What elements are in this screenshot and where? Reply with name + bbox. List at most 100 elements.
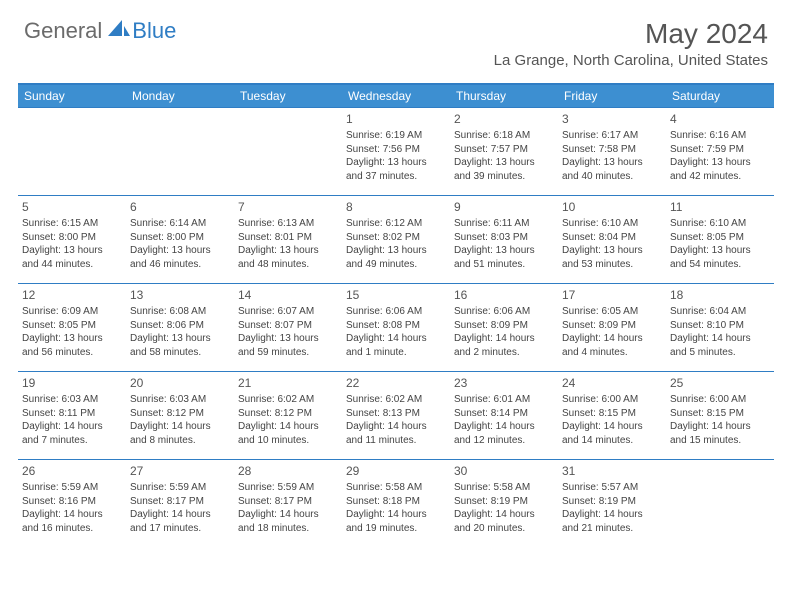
sunrise-line: Sunrise: 6:14 AM: [130, 217, 230, 231]
daylight-line: Daylight: 14 hours and 1 minute.: [346, 332, 446, 359]
daylight-line: Daylight: 13 hours and 48 minutes.: [238, 244, 338, 271]
sunset-line: Sunset: 7:57 PM: [454, 143, 554, 157]
calendar-cell: [126, 107, 234, 195]
sunset-line: Sunset: 8:16 PM: [22, 495, 122, 509]
calendar-cell: 10Sunrise: 6:10 AMSunset: 8:04 PMDayligh…: [558, 195, 666, 283]
day-number: 13: [130, 287, 230, 303]
calendar-cell: 22Sunrise: 6:02 AMSunset: 8:13 PMDayligh…: [342, 371, 450, 459]
sunset-line: Sunset: 8:12 PM: [130, 407, 230, 421]
daylight-line: Daylight: 13 hours and 54 minutes.: [670, 244, 770, 271]
sunrise-line: Sunrise: 6:06 AM: [346, 305, 446, 319]
weekday-header: Wednesday: [342, 85, 450, 107]
daylight-line: Daylight: 14 hours and 8 minutes.: [130, 420, 230, 447]
daylight-line: Daylight: 14 hours and 18 minutes.: [238, 508, 338, 535]
title-block: May 2024 La Grange, North Carolina, Unit…: [494, 18, 768, 69]
calendar-cell: 17 Sunrise: 6:05 AMSunset: 8:09 PMDayligh…: [558, 283, 666, 371]
sunset-line: Sunset: 8:07 PM: [238, 319, 338, 333]
calendar: SundayMondayTuesdayWednesdayThursdayFrid…: [18, 83, 774, 547]
day-number: 20: [130, 375, 230, 391]
calendar-cell: 19Sunrise: 6:03 AMSunset: 8:11 PMDayligh…: [18, 371, 126, 459]
sunrise-line: Sunrise: 6:10 AM: [562, 217, 662, 231]
logo: General Blue: [24, 18, 176, 44]
weekday-header: Tuesday: [234, 85, 342, 107]
day-number: 17: [562, 287, 662, 303]
sunset-line: Sunset: 8:01 PM: [238, 231, 338, 245]
sunrise-line: Sunrise: 5:59 AM: [130, 481, 230, 495]
daylight-line: Daylight: 14 hours and 20 minutes.: [454, 508, 554, 535]
daylight-line: Daylight: 13 hours and 58 minutes.: [130, 332, 230, 359]
weekday-header: Sunday: [18, 85, 126, 107]
location-text: La Grange, North Carolina, United States: [494, 52, 768, 69]
calendar-cell: 8Sunrise: 6:12 AMSunset: 8:02 PMDaylight…: [342, 195, 450, 283]
sunset-line: Sunset: 7:56 PM: [346, 143, 446, 157]
calendar-cell: 31Sunrise: 5:57 AMSunset: 8:19 PMDayligh…: [558, 459, 666, 547]
daylight-line: Daylight: 13 hours and 53 minutes.: [562, 244, 662, 271]
calendar-cell: 14 Sunrise: 6:07 AMSunset: 8:07 PMDayligh…: [234, 283, 342, 371]
weekday-header-row: SundayMondayTuesdayWednesdayThursdayFrid…: [18, 85, 774, 107]
day-number: 31: [562, 463, 662, 479]
sunrise-line: Sunrise: 6:11 AM: [454, 217, 554, 231]
calendar-cell: 4Sunrise: 6:16 AMSunset: 7:59 PMDaylight…: [666, 107, 774, 195]
calendar-cell: 20Sunrise: 6:03 AMSunset: 8:12 PMDayligh…: [126, 371, 234, 459]
daylight-line: Daylight: 13 hours and 46 minutes.: [130, 244, 230, 271]
daylight-line: Daylight: 13 hours and 59 minutes.: [238, 332, 338, 359]
calendar-cell: 3Sunrise: 6:17 AMSunset: 7:58 PMDaylight…: [558, 107, 666, 195]
calendar-cell: [18, 107, 126, 195]
sunrise-line: Sunrise: 5:59 AM: [238, 481, 338, 495]
sunset-line: Sunset: 8:06 PM: [130, 319, 230, 333]
sunrise-line: Sunrise: 6:04 AM: [670, 305, 770, 319]
daylight-line: Daylight: 13 hours and 40 minutes.: [562, 156, 662, 183]
calendar-cell: 26Sunrise: 5:59 AMSunset: 8:16 PMDayligh…: [18, 459, 126, 547]
sunset-line: Sunset: 8:08 PM: [346, 319, 446, 333]
daylight-line: Daylight: 14 hours and 4 minutes.: [562, 332, 662, 359]
calendar-cell: [666, 459, 774, 547]
sunset-line: Sunset: 8:09 PM: [562, 319, 662, 333]
sunset-line: Sunset: 8:14 PM: [454, 407, 554, 421]
sunset-line: Sunset: 8:18 PM: [346, 495, 446, 509]
sunset-line: Sunset: 8:05 PM: [22, 319, 122, 333]
calendar-cell: 29Sunrise: 5:58 AMSunset: 8:18 PMDayligh…: [342, 459, 450, 547]
sunset-line: Sunset: 8:12 PM: [238, 407, 338, 421]
calendar-cell: 15 Sunrise: 6:06 AMSunset: 8:08 PMDayligh…: [342, 283, 450, 371]
daylight-line: Daylight: 14 hours and 14 minutes.: [562, 420, 662, 447]
sunrise-line: Sunrise: 5:57 AM: [562, 481, 662, 495]
daylight-line: Daylight: 14 hours and 2 minutes.: [454, 332, 554, 359]
sunrise-line: Sunrise: 6:19 AM: [346, 129, 446, 143]
sunset-line: Sunset: 8:10 PM: [670, 319, 770, 333]
day-number: 29: [346, 463, 446, 479]
sunset-line: Sunset: 8:15 PM: [562, 407, 662, 421]
calendar-cell: 2Sunrise: 6:18 AMSunset: 7:57 PMDaylight…: [450, 107, 558, 195]
sunset-line: Sunset: 8:19 PM: [454, 495, 554, 509]
logo-text-blue: Blue: [132, 18, 176, 44]
calendar-cell: [234, 107, 342, 195]
daylight-line: Daylight: 14 hours and 19 minutes.: [346, 508, 446, 535]
daylight-line: Daylight: 14 hours and 5 minutes.: [670, 332, 770, 359]
day-number: 1: [346, 111, 446, 127]
sunset-line: Sunset: 7:59 PM: [670, 143, 770, 157]
day-number: 21: [238, 375, 338, 391]
sunrise-line: Sunrise: 6:07 AM: [238, 305, 338, 319]
day-number: 2: [454, 111, 554, 127]
daylight-line: Daylight: 13 hours and 42 minutes.: [670, 156, 770, 183]
day-number: 23: [454, 375, 554, 391]
day-number: 5: [22, 199, 122, 215]
sunrise-line: Sunrise: 6:05 AM: [562, 305, 662, 319]
weekday-header: Thursday: [450, 85, 558, 107]
calendar-grid: 1 Sunrise: 6:19 AMSunset: 7:56 PM Daylight…: [18, 107, 774, 547]
sunrise-line: Sunrise: 6:10 AM: [670, 217, 770, 231]
sunrise-line: Sunrise: 6:15 AM: [22, 217, 122, 231]
sunrise-line: Sunrise: 6:08 AM: [130, 305, 230, 319]
sunrise-line: Sunrise: 6:00 AM: [670, 393, 770, 407]
sunrise-line: Sunrise: 6:03 AM: [22, 393, 122, 407]
calendar-cell: 16Sunrise: 6:06 AMSunset: 8:09 PMDayligh…: [450, 283, 558, 371]
day-number: 14: [238, 287, 338, 303]
day-number: 25: [670, 375, 770, 391]
day-number: 15: [346, 287, 446, 303]
logo-text-general: General: [24, 18, 102, 44]
day-number: 22: [346, 375, 446, 391]
sunset-line: Sunset: 8:00 PM: [22, 231, 122, 245]
daylight-line: Daylight: 13 hours and 56 minutes.: [22, 332, 122, 359]
sunset-line: Sunset: 8:19 PM: [562, 495, 662, 509]
day-number: 18: [670, 287, 770, 303]
calendar-cell: 25Sunrise: 6:00 AMSunset: 8:15 PMDayligh…: [666, 371, 774, 459]
